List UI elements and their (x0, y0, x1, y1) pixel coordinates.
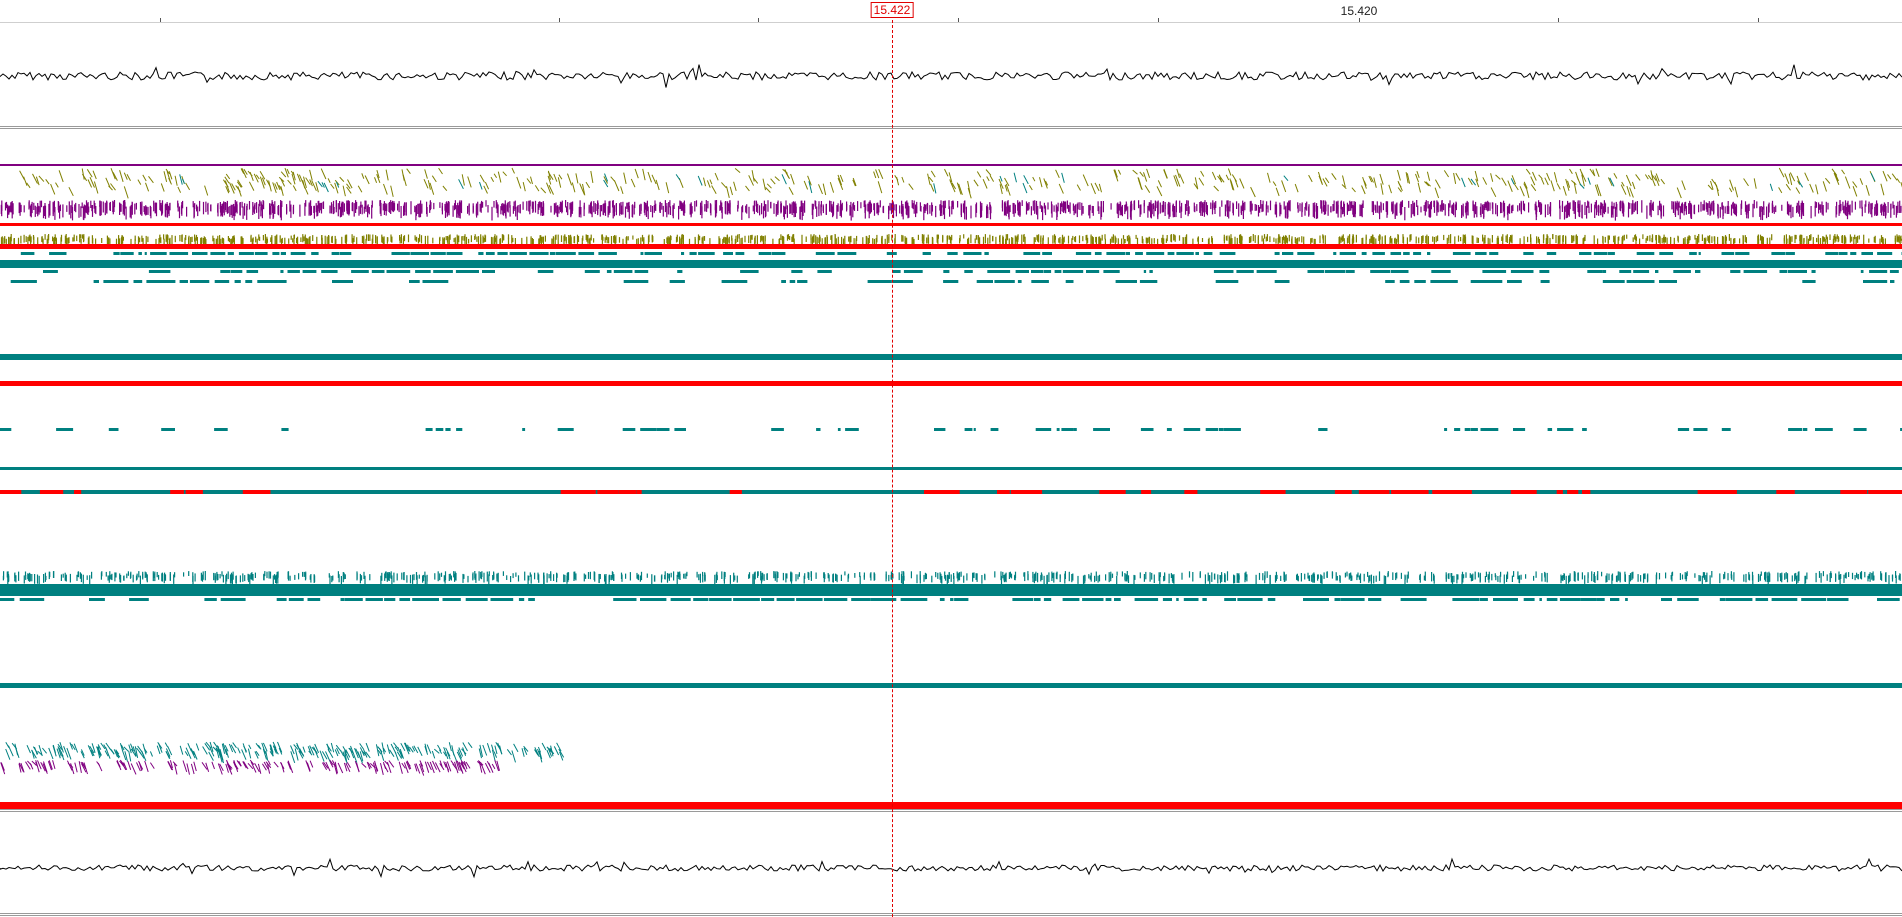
coverage-line-top (0, 64, 1902, 88)
teal-read-row (43, 270, 1899, 273)
read-line (0, 467, 1902, 470)
mismatch-bar (0, 381, 1902, 386)
teal-read-marks (179, 172, 1876, 194)
ruler-tick (758, 18, 759, 22)
teal-read-marks (5, 741, 565, 764)
teal-read-bar (0, 683, 1902, 688)
mismatch-row (0, 490, 1902, 494)
ruler-label: 15.420 (1340, 4, 1378, 18)
purple-read-band (0, 200, 1902, 221)
mismatch-bar (0, 244, 1902, 249)
ruler-tick (1758, 18, 1759, 22)
teal-read-row (0, 598, 1900, 601)
mismatch-bar (0, 802, 1902, 809)
teal-read-bar (0, 354, 1902, 360)
teal-read-band (2, 571, 1901, 586)
track-divider[interactable] (0, 913, 1902, 916)
read-line (0, 164, 1902, 166)
ruler-tick (160, 18, 161, 22)
position-cursor-label[interactable]: 15.422 (870, 2, 914, 18)
ruler-tick (1359, 18, 1360, 22)
ruler-tick (1558, 18, 1559, 22)
coverage-line-bottom (0, 857, 1902, 879)
position-cursor-line[interactable] (892, 20, 893, 917)
track-divider[interactable] (0, 809, 1902, 812)
ruler-tick (1158, 18, 1159, 22)
track-divider[interactable] (0, 126, 1902, 129)
teal-read-row (0, 428, 1902, 431)
teal-read-bar (0, 584, 1902, 596)
ruler-tick (958, 18, 959, 22)
read-line (0, 223, 1902, 226)
ruler-tick (559, 18, 560, 22)
teal-read-row (20, 252, 1902, 255)
teal-read-row (10, 280, 1895, 283)
teal-read-bar (0, 260, 1902, 268)
purple-read-marks (0, 759, 500, 776)
position-ruler[interactable]: 15.420 (0, 0, 1902, 23)
olive-read-marks (19, 167, 1902, 199)
olive-read-band (0, 234, 1902, 249)
